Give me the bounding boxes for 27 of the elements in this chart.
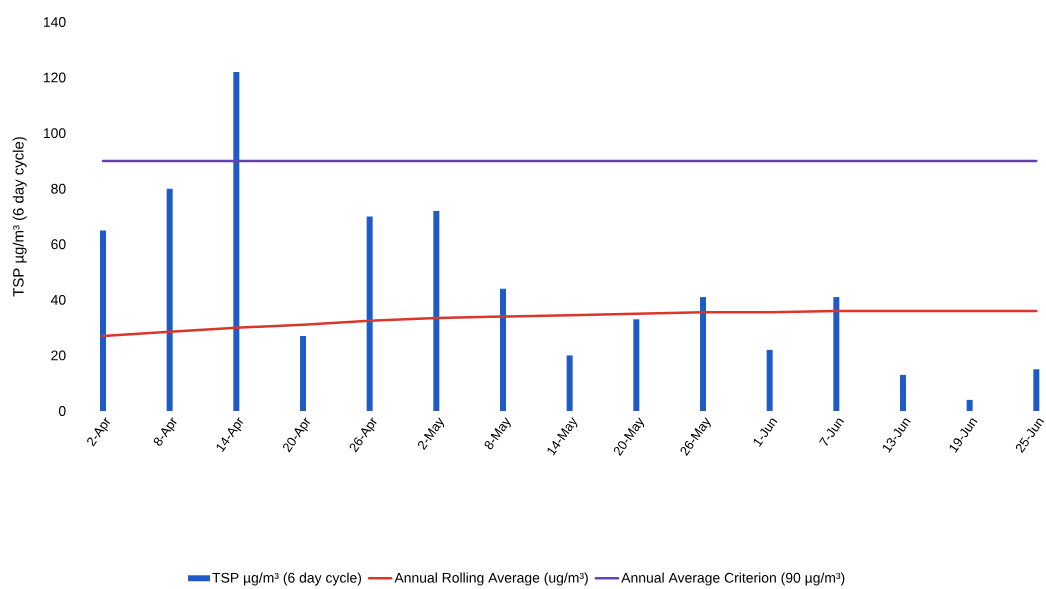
bar [700, 297, 706, 411]
bar [233, 72, 240, 411]
bar [966, 399, 973, 411]
bar [433, 210, 440, 411]
y-tick-label: 100 [43, 128, 66, 139]
bar [1033, 369, 1040, 411]
y-axis-title: TSP µg/m³ (6 day cycle) [12, 137, 27, 297]
legend-label: Annual Average Criterion (90 µg/m³) [621, 572, 845, 586]
bar [166, 188, 173, 411]
y-tick-label: 120 [43, 72, 66, 83]
bar [100, 230, 106, 411]
y-tick-label: 40 [50, 294, 66, 305]
bar [766, 349, 773, 411]
legend-label: Annual Rolling Average (ug/m³) [394, 572, 588, 586]
y-tick-label: 20 [51, 350, 66, 361]
bar [500, 288, 506, 411]
bar [633, 319, 640, 411]
bar [566, 355, 573, 411]
legend-label: TSP µg/m³ (6 day cycle) [212, 572, 362, 586]
y-tick-label: 80 [51, 183, 66, 194]
y-tick-label: 60 [51, 239, 66, 250]
bar [300, 335, 306, 411]
bar [900, 374, 906, 411]
bar [833, 297, 840, 411]
y-tick-label: 140 [43, 17, 66, 27]
bar [366, 216, 373, 411]
y-tick-label: 0 [58, 406, 66, 416]
